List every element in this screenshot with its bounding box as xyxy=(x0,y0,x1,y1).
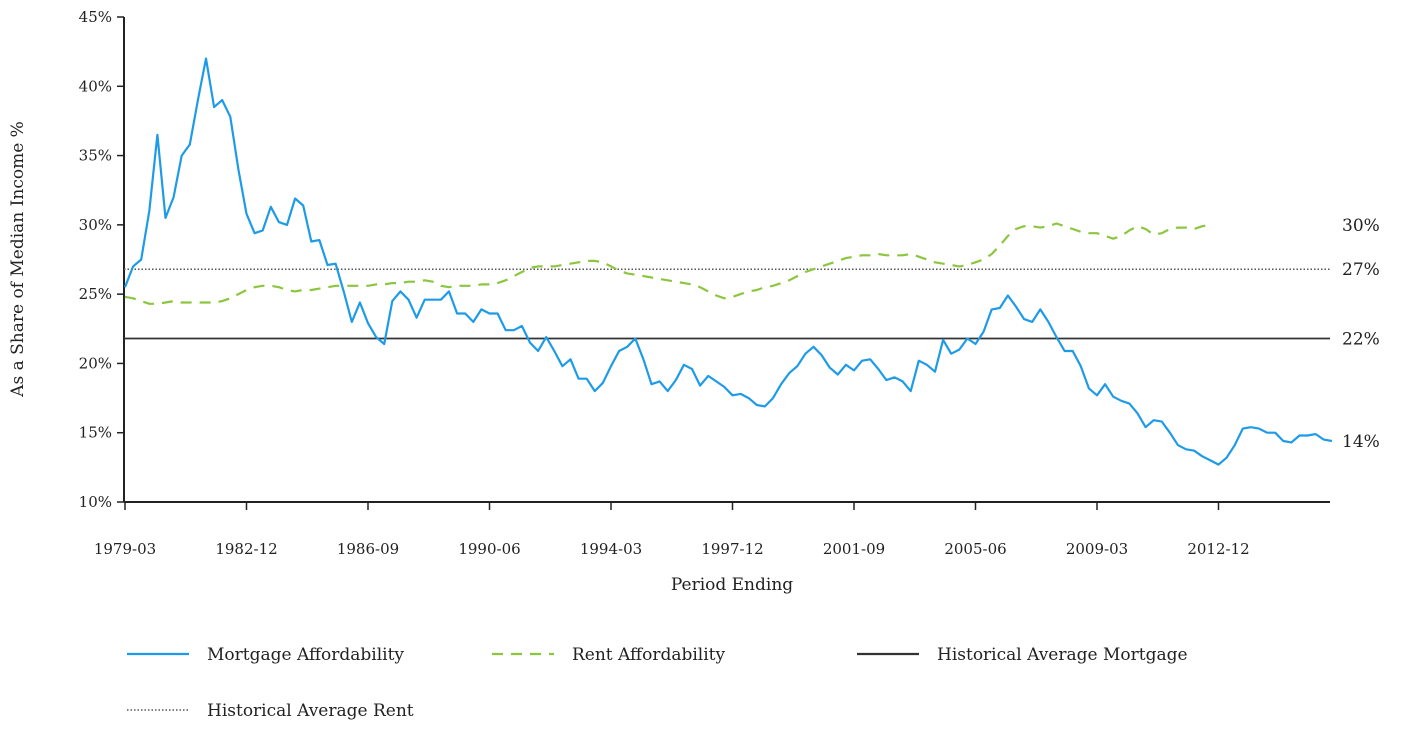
y-tick-label: 30% xyxy=(79,216,112,234)
y-tick-label: 25% xyxy=(79,285,112,303)
legend-item-historical-average-mortgage: Historical Average Mortgage xyxy=(857,645,1188,665)
x-tick-label: 2012-12 xyxy=(1187,540,1249,558)
x-axis-title: Period Ending xyxy=(671,575,793,595)
historical-average-rent-end-label: 27% xyxy=(1342,260,1380,280)
legend-label: Rent Affordability xyxy=(572,645,726,665)
x-tick-label: 1990-06 xyxy=(458,540,520,558)
x-tick-label: 1994-03 xyxy=(580,540,642,558)
y-tick-label: 45% xyxy=(79,8,112,26)
x-tick-label: 1982-12 xyxy=(215,540,277,558)
legend-item-rent-affordability: Rent Affordability xyxy=(492,645,726,665)
x-tick-label: 1986-09 xyxy=(337,540,399,558)
x-tick-label: 2005-06 xyxy=(944,540,1006,558)
reference-lines xyxy=(124,268,1330,340)
y-axis-title: As a Share of Median Income % xyxy=(8,121,28,398)
series-lines xyxy=(123,57,1333,466)
legend: Mortgage Affordability Rent Affordability… xyxy=(127,645,1188,721)
rent-affordability-end-label: 30% xyxy=(1342,216,1380,236)
x-tick-label: 2001-09 xyxy=(823,540,885,558)
x-tick-label: 2009-03 xyxy=(1066,540,1128,558)
end-labels: 14% 30% 22% 27% xyxy=(1342,216,1380,452)
x-axis: 1979-03 1982-12 1986-09 1990-06 1994-03 1997-… xyxy=(94,501,1330,558)
y-tick-label: 10% xyxy=(79,493,112,511)
rent-affordability-line xyxy=(124,222,1211,305)
y-tick-label: 20% xyxy=(79,354,112,372)
legend-item-mortgage-affordability: Mortgage Affordability xyxy=(127,645,404,665)
x-tick-label: 1979-03 xyxy=(94,540,156,558)
historical-average-mortgage-end-label: 22% xyxy=(1342,329,1380,349)
mortgage-affordability-end-label: 14% xyxy=(1342,432,1380,452)
y-axis: 10% 15% 20% 25% 30% 35% 40% 45% xyxy=(79,8,125,511)
y-tick-label: 15% xyxy=(79,424,112,442)
mortgage-affordability-line xyxy=(123,57,1333,466)
x-tick-label: 1997-12 xyxy=(701,540,763,558)
legend-label: Historical Average Rent xyxy=(207,701,414,721)
y-tick-label: 35% xyxy=(79,147,112,165)
legend-item-historical-average-rent: Historical Average Rent xyxy=(127,701,414,721)
y-tick-label: 40% xyxy=(79,77,112,95)
legend-label: Historical Average Mortgage xyxy=(937,645,1188,665)
legend-label: Mortgage Affordability xyxy=(207,645,404,665)
